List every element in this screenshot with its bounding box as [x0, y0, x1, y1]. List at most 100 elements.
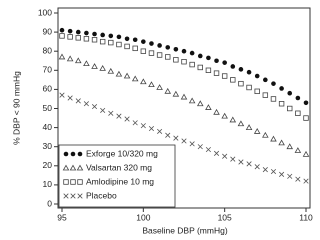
point [254, 88, 260, 95]
point [156, 84, 163, 90]
point [173, 46, 179, 52]
chart: Baseline DBP (mmHg) % DBP < 90 mmHg 0 10 2… [11, 7, 313, 235]
point [197, 64, 203, 71]
point [92, 31, 97, 37]
legend-marker [63, 193, 69, 199]
point [262, 92, 269, 98]
point [123, 72, 131, 79]
point [295, 110, 301, 116]
point [148, 125, 155, 132]
point [148, 50, 155, 56]
point [91, 37, 98, 43]
point [116, 41, 122, 48]
point [100, 107, 106, 113]
y-tick-label: 10 [43, 179, 53, 189]
legend-label: Amlodipine 10 mg [86, 176, 154, 186]
point [270, 135, 277, 142]
point [165, 45, 171, 50]
y-tick-label: 30 [43, 141, 53, 151]
legend-marker [77, 151, 83, 157]
x-axis-label: Baseline DBP (mmHg) [142, 225, 228, 235]
y-tick-label: 40 [43, 122, 53, 132]
y-tick-label: 20 [43, 160, 53, 170]
point [197, 144, 203, 150]
point [205, 67, 212, 73]
point [132, 37, 138, 43]
point [287, 105, 293, 112]
y-tick-label: 90 [43, 26, 53, 36]
point [173, 57, 179, 63]
x-tick-label: 105 [218, 212, 232, 222]
point [263, 77, 268, 83]
point [197, 53, 203, 59]
legend-marker [62, 164, 70, 171]
point [279, 86, 284, 91]
point [230, 64, 236, 69]
point [91, 63, 98, 69]
point [286, 143, 294, 150]
point [189, 50, 195, 56]
point [213, 150, 220, 156]
y-tick-label: 0 [47, 198, 52, 208]
point [131, 75, 139, 82]
point [295, 176, 301, 182]
point [181, 48, 187, 54]
point [303, 178, 309, 184]
point [237, 120, 245, 127]
point [173, 135, 179, 141]
point [294, 147, 302, 153]
point [59, 27, 65, 33]
point [156, 52, 163, 58]
point [214, 58, 219, 64]
legend-marker [77, 179, 83, 185]
y-tick-label: 80 [43, 45, 53, 55]
point [164, 87, 172, 94]
point [75, 98, 81, 104]
point [303, 115, 309, 121]
point [230, 156, 236, 162]
point [205, 146, 211, 153]
point [165, 54, 171, 60]
point [58, 53, 66, 60]
point [124, 116, 130, 122]
point [140, 48, 147, 54]
point [132, 45, 138, 52]
point [140, 78, 147, 85]
point [83, 101, 89, 107]
point [287, 173, 293, 179]
point [115, 70, 123, 77]
point [91, 104, 98, 110]
legend-marker [70, 179, 76, 185]
point [132, 120, 138, 126]
point [221, 112, 228, 119]
legend-label: Placebo [86, 190, 117, 200]
point [270, 96, 277, 102]
point [157, 43, 162, 48]
point [287, 90, 293, 96]
point [246, 84, 252, 91]
point [206, 55, 211, 61]
point [157, 128, 163, 135]
point [245, 124, 253, 130]
point [262, 131, 269, 138]
legend-marker [69, 164, 77, 171]
point [59, 92, 65, 98]
point [303, 100, 309, 106]
point [230, 77, 236, 83]
point [254, 73, 260, 79]
point [108, 110, 114, 116]
point [221, 73, 228, 79]
y-tick-label: 70 [43, 65, 53, 75]
point [246, 69, 252, 75]
legend-marker [63, 151, 69, 157]
y-tick-label: 100 [38, 7, 52, 17]
legend-marker [76, 164, 84, 171]
point [238, 67, 244, 72]
point [253, 128, 261, 134]
point [278, 139, 285, 146]
point [229, 116, 237, 123]
point [189, 141, 195, 147]
point [205, 104, 212, 110]
point [84, 30, 89, 36]
point [66, 55, 74, 62]
